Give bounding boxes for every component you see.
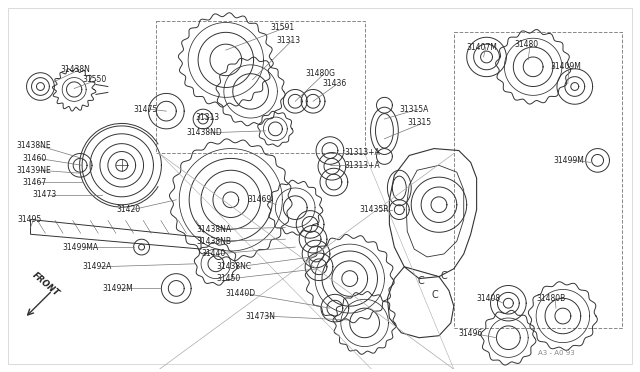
Text: 31436: 31436 bbox=[322, 79, 346, 88]
Text: 31438NC: 31438NC bbox=[216, 262, 251, 271]
Text: FRONT: FRONT bbox=[31, 271, 61, 298]
Text: 31313+A: 31313+A bbox=[345, 148, 381, 157]
Text: 31460: 31460 bbox=[22, 154, 47, 163]
Text: 31475: 31475 bbox=[134, 105, 158, 114]
Text: 31315: 31315 bbox=[407, 118, 431, 128]
Text: 31480G: 31480G bbox=[305, 69, 335, 78]
Text: 31550: 31550 bbox=[82, 75, 106, 84]
Text: 31439NE: 31439NE bbox=[17, 166, 51, 175]
Text: 31435R: 31435R bbox=[360, 205, 389, 214]
Text: 31438NE: 31438NE bbox=[17, 141, 51, 150]
Text: 31409M: 31409M bbox=[550, 62, 581, 71]
Text: 31313: 31313 bbox=[276, 36, 301, 45]
Text: 31315A: 31315A bbox=[399, 105, 429, 114]
Text: 31313: 31313 bbox=[195, 113, 220, 122]
Text: 31591: 31591 bbox=[271, 23, 294, 32]
Text: 31438N: 31438N bbox=[60, 65, 90, 74]
Text: 31438NB: 31438NB bbox=[196, 237, 231, 246]
Text: 31469: 31469 bbox=[248, 195, 272, 204]
Text: 31492A: 31492A bbox=[82, 262, 111, 271]
Text: 31467: 31467 bbox=[22, 177, 47, 187]
Text: 31495: 31495 bbox=[18, 215, 42, 224]
Text: C: C bbox=[441, 270, 448, 280]
Text: 31420: 31420 bbox=[116, 205, 141, 214]
Text: 31480B: 31480B bbox=[536, 294, 565, 303]
Text: C: C bbox=[417, 276, 424, 286]
Text: 31496: 31496 bbox=[459, 329, 483, 338]
Text: 31473: 31473 bbox=[33, 190, 57, 199]
Text: 31499MA: 31499MA bbox=[62, 243, 99, 251]
Text: C: C bbox=[431, 290, 438, 300]
Text: 31492M: 31492M bbox=[102, 284, 132, 293]
Text: 31408: 31408 bbox=[477, 294, 500, 303]
Text: 31407M: 31407M bbox=[467, 43, 497, 52]
Text: A3 - A0 93: A3 - A0 93 bbox=[538, 350, 575, 356]
Text: 31473N: 31473N bbox=[246, 311, 276, 321]
Text: 31313+A: 31313+A bbox=[345, 161, 381, 170]
Text: 31450: 31450 bbox=[216, 274, 240, 283]
Bar bbox=[156, 20, 365, 154]
Text: 31499M: 31499M bbox=[553, 156, 584, 165]
Bar bbox=[454, 32, 622, 328]
Text: 31440D: 31440D bbox=[226, 289, 256, 298]
Text: 31438NA: 31438NA bbox=[196, 225, 231, 234]
Text: 31440: 31440 bbox=[201, 250, 225, 259]
Text: 31480: 31480 bbox=[515, 40, 538, 49]
Text: 31438ND: 31438ND bbox=[186, 128, 222, 137]
